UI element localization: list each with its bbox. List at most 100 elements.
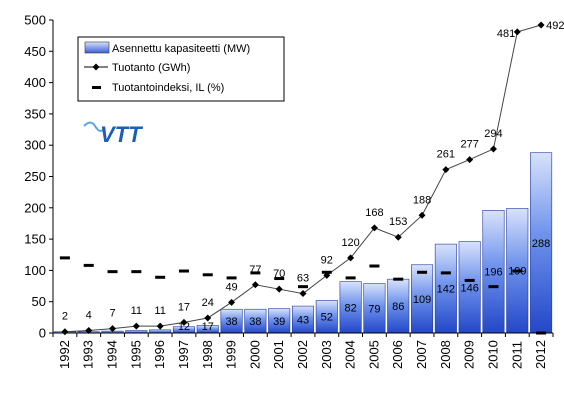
legend-dash-swatch: [92, 86, 101, 89]
legend-bar-swatch: [84, 41, 110, 54]
production-data-label: 63: [297, 273, 309, 285]
capacity-data-label: 12: [178, 321, 190, 333]
capacity-data-labels: 12173838394352827986109142146196199288: [178, 238, 550, 333]
legend-label-capacity: Asennettu kapasiteetti (MW): [112, 43, 250, 55]
y-tick-label: 350: [24, 106, 46, 121]
x-tick-label: 1995: [128, 340, 143, 369]
production-index-marker: [59, 256, 70, 260]
x-tick-label: 1998: [200, 340, 215, 369]
production-point: [132, 322, 140, 330]
axes: [49, 19, 554, 337]
production-data-label: 4: [86, 309, 92, 321]
production-index-marker: [107, 270, 118, 274]
logo-text: VTT: [100, 122, 143, 147]
y-tick-label: 0: [39, 326, 46, 341]
y-tick-label: 450: [24, 44, 46, 59]
x-tick-label: 1997: [176, 340, 191, 369]
production-point: [251, 281, 259, 289]
x-tick-label: 2006: [390, 340, 405, 369]
production-line: [61, 21, 545, 336]
production-point: [513, 28, 521, 36]
production-index-marker: [369, 264, 380, 268]
production-index-marker: [464, 278, 475, 282]
production-index-marker: [131, 270, 142, 274]
x-tick-label: 1992: [57, 340, 72, 369]
legend-label-production: Tuotanto (GWh): [112, 62, 190, 74]
x-tick-label: 2010: [485, 340, 500, 369]
y-tick-label: 500: [24, 13, 46, 28]
legend-diamond-icon: [92, 63, 100, 71]
y-tick-label: 50: [32, 294, 46, 309]
production-point: [418, 211, 426, 219]
capacity-data-label: 17: [202, 321, 214, 333]
production-index-marker: [321, 270, 332, 274]
capacity-data-label: 43: [297, 315, 309, 327]
production-data-label: 261: [437, 149, 455, 161]
x-tick-label: 2000: [247, 340, 262, 369]
y-tick-label: 400: [24, 75, 46, 90]
x-tick-label: 2011: [509, 341, 524, 369]
capacity-data-label: 146: [460, 282, 478, 294]
vtt-logo: VTT: [83, 121, 143, 147]
logo-wave-icon: [83, 121, 106, 132]
x-tick-label: 2001: [271, 340, 286, 369]
production-data-label: 49: [225, 281, 237, 293]
production-index-marker: [202, 273, 213, 277]
production-point: [204, 314, 212, 322]
production-data-label: 11: [131, 305, 142, 317]
production-point: [299, 290, 307, 298]
production-data-label: 120: [341, 237, 359, 249]
production-index-marker: [345, 276, 356, 280]
production-data-label: 7: [109, 308, 115, 320]
production-data-label: 153: [389, 216, 407, 228]
capacity-data-label: 38: [225, 316, 237, 328]
capacity-data-label: 39: [273, 316, 285, 328]
production-data-label: 168: [365, 207, 383, 219]
production-point: [466, 156, 474, 164]
production-point: [85, 326, 93, 334]
capacity-data-label: 79: [368, 303, 380, 315]
production-point: [61, 328, 69, 336]
production-point: [156, 322, 164, 330]
production-index-marker: [178, 269, 189, 273]
x-tick-label: 2002: [295, 340, 310, 369]
x-tick-label: 2007: [414, 340, 429, 369]
y-tick-label: 300: [24, 138, 46, 153]
x-tick-label: 1999: [224, 340, 239, 369]
capacity-data-label: 82: [344, 302, 356, 314]
x-tick-label: 2008: [438, 340, 453, 369]
production-data-label: 492: [546, 20, 564, 32]
y-tick-label: 150: [24, 232, 46, 247]
production-point: [442, 166, 450, 174]
y-tick-label: 250: [24, 169, 46, 184]
production-data-label: 294: [484, 128, 502, 140]
production-index-marker: [155, 275, 166, 279]
production-index-markers: [59, 256, 547, 335]
production-point: [180, 318, 188, 326]
production-point: [109, 325, 117, 333]
production-data-label: 92: [321, 254, 333, 266]
legend: Asennettu kapasiteetti (MW) Tuotanto (GW…: [77, 36, 285, 102]
production-index-marker: [298, 285, 308, 289]
production-point: [275, 285, 283, 293]
production-index-marker: [226, 276, 237, 280]
production-data-label: 188: [413, 194, 431, 206]
production-data-label: 24: [202, 297, 214, 309]
production-data-label: 481: [497, 28, 515, 40]
production-point: [394, 233, 402, 241]
legend-box: [77, 36, 285, 102]
production-index-marker: [536, 331, 547, 335]
x-tick-label: 1994: [105, 340, 120, 369]
production-point: [347, 254, 355, 262]
production-data-label: 11: [154, 305, 165, 317]
y-tick-label: 100: [24, 263, 46, 278]
production-index-marker: [488, 285, 499, 289]
production-index-marker: [440, 271, 451, 275]
production-point: [537, 21, 545, 29]
production-index-marker: [393, 277, 404, 281]
capacity-data-label: 86: [392, 301, 404, 313]
capacity-data-label: 52: [321, 312, 333, 324]
x-tick-label: 2005: [366, 340, 381, 369]
y-tick-labels: 0 50 100 150 200 250 300 350 400 450 500: [24, 13, 46, 341]
